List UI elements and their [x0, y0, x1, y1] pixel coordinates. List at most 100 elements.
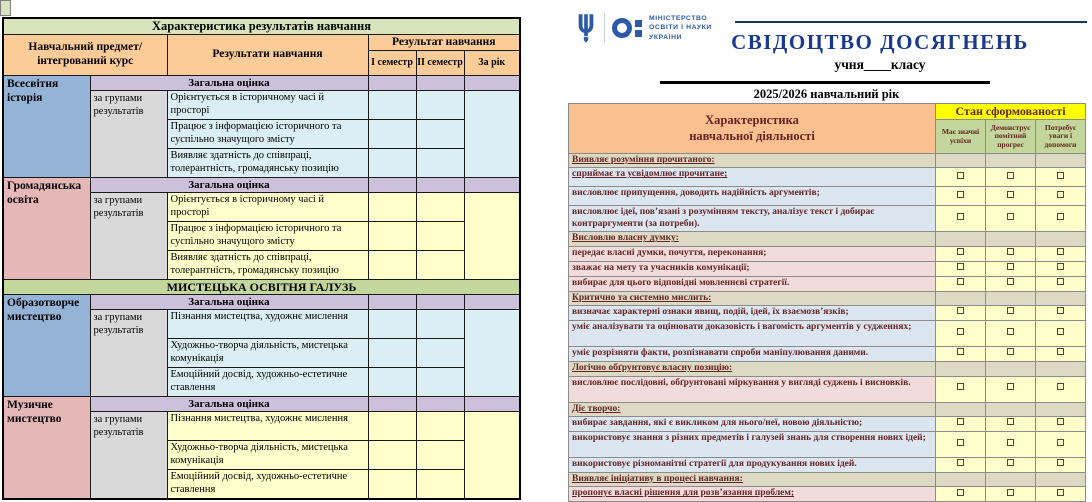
grade-cell[interactable]	[415, 309, 465, 340]
section-row: Виявляє ініціативу в процесі навчання:	[568, 471, 1086, 488]
result-row: Емоційний досвід, художньо-естетичне ста…	[166, 469, 369, 500]
grade-cell[interactable]	[367, 75, 417, 92]
grade-cell[interactable]	[367, 396, 417, 413]
grade-cell[interactable]	[415, 75, 465, 92]
checkbox[interactable]	[985, 167, 1036, 188]
checkbox[interactable]	[1035, 205, 1086, 233]
grade-cell[interactable]	[463, 309, 521, 398]
left-table-title: Характеристика результатів навчання	[2, 17, 521, 35]
col-header-results: Результати навчання	[166, 33, 369, 77]
grade-cell[interactable]	[463, 177, 521, 194]
grade-cell[interactable]	[415, 469, 465, 500]
grade-cell[interactable]	[463, 396, 521, 413]
checkbox[interactable]	[935, 305, 986, 322]
checkbox[interactable]	[1035, 245, 1086, 262]
grade-cell[interactable]	[463, 90, 521, 179]
grade-cell[interactable]	[367, 119, 417, 150]
grade-cell[interactable]	[415, 294, 465, 311]
grade-cell[interactable]	[367, 469, 417, 500]
checkbox[interactable]	[1035, 375, 1086, 403]
checkbox[interactable]	[935, 346, 986, 363]
item-row: вибирає для цього відповідні мовленнєві …	[568, 275, 1086, 292]
certificate-subtitle: учня____класу	[834, 57, 926, 72]
section-row: Логічно обґрунтовує власну позицію:	[568, 361, 1086, 377]
item-row: зважає на мету та учасників комунікації;	[568, 260, 1086, 277]
checkbox[interactable]	[985, 186, 1036, 207]
checkbox[interactable]	[1035, 260, 1086, 277]
grade-cell[interactable]	[367, 90, 417, 121]
checkbox[interactable]	[985, 245, 1036, 262]
col-header-subject: Навчальний предмет/ інтегрований курс	[2, 33, 168, 77]
grade-cell[interactable]	[367, 440, 417, 471]
checkbox[interactable]	[935, 486, 986, 502]
checkbox[interactable]	[935, 320, 986, 348]
grade-cell[interactable]	[367, 294, 417, 311]
checkbox[interactable]	[935, 275, 986, 292]
level-header-success: Має значні успіхи	[935, 119, 986, 154]
checkbox[interactable]	[985, 346, 1036, 363]
section-row: Критично та системно мислить:	[568, 290, 1086, 307]
checkbox[interactable]	[985, 305, 1036, 322]
grade-cell[interactable]	[367, 367, 417, 398]
checkbox[interactable]	[985, 456, 1036, 473]
grade-cell[interactable]	[367, 338, 417, 369]
checkbox[interactable]	[1035, 275, 1086, 292]
grade-cell[interactable]	[463, 192, 521, 281]
grade-cell[interactable]	[415, 396, 465, 413]
grade-cell[interactable]	[367, 309, 417, 340]
grade-cell[interactable]	[415, 148, 465, 179]
checkbox[interactable]	[1035, 456, 1086, 473]
grade-cell[interactable]	[367, 250, 417, 281]
grade-cell[interactable]	[415, 221, 465, 252]
checkbox[interactable]	[935, 260, 986, 277]
checkbox[interactable]	[1035, 186, 1086, 207]
checkbox[interactable]	[1035, 167, 1086, 188]
checkbox[interactable]	[985, 205, 1036, 233]
checkbox[interactable]	[935, 245, 986, 262]
grade-cell[interactable]	[463, 411, 521, 500]
result-row: Виявляє здатність до співпраці, толерант…	[166, 148, 369, 179]
grade-cell[interactable]	[415, 90, 465, 121]
level-header-progress: Демонструє помітний прогрес	[985, 119, 1036, 154]
checkbox[interactable]	[985, 415, 1036, 432]
checkbox[interactable]	[1035, 415, 1086, 432]
checkbox[interactable]	[1035, 305, 1086, 322]
grade-cell[interactable]	[415, 411, 465, 442]
grade-cell[interactable]	[367, 148, 417, 179]
checkbox[interactable]	[1035, 486, 1086, 502]
grade-cell[interactable]	[367, 411, 417, 442]
checkbox[interactable]	[1035, 320, 1086, 348]
checkbox[interactable]	[935, 415, 986, 432]
grade-cell[interactable]	[415, 338, 465, 369]
checkbox[interactable]	[935, 430, 986, 458]
grade-cell[interactable]	[415, 119, 465, 150]
item-row: уміє розрізняти факти, розпізнавати спро…	[568, 346, 1086, 363]
checkbox[interactable]	[935, 167, 986, 188]
checkbox[interactable]	[1035, 430, 1086, 458]
grade-cell[interactable]	[463, 75, 521, 92]
grade-cell[interactable]	[415, 440, 465, 471]
checkbox[interactable]	[935, 375, 986, 403]
checkbox[interactable]	[985, 375, 1036, 403]
checkbox[interactable]	[935, 186, 986, 207]
grade-cell[interactable]	[463, 294, 521, 311]
checkbox[interactable]	[985, 275, 1036, 292]
grade-cell[interactable]	[415, 367, 465, 398]
grade-cell[interactable]	[415, 250, 465, 281]
grade-cell[interactable]	[415, 177, 465, 194]
grade-cell[interactable]	[367, 221, 417, 252]
group-results-label: за групами результатів	[89, 192, 168, 281]
checkbox[interactable]	[985, 430, 1036, 458]
certificate-page: МІНІСТЕРСТВО ОСВІТИ І НАУКИ УКРАЇНИ СВІД…	[550, 0, 1092, 502]
result-row: Художньо-творча діяльність, мистецька ко…	[166, 338, 369, 369]
checkbox[interactable]	[1035, 346, 1086, 363]
checkbox[interactable]	[985, 260, 1036, 277]
checkbox[interactable]	[935, 456, 986, 473]
checkbox[interactable]	[985, 486, 1036, 502]
title-rule	[735, 21, 1087, 23]
checkbox[interactable]	[985, 320, 1036, 348]
grade-cell[interactable]	[367, 177, 417, 194]
checkbox[interactable]	[935, 205, 986, 233]
grade-cell[interactable]	[367, 192, 417, 223]
grade-cell[interactable]	[415, 192, 465, 223]
